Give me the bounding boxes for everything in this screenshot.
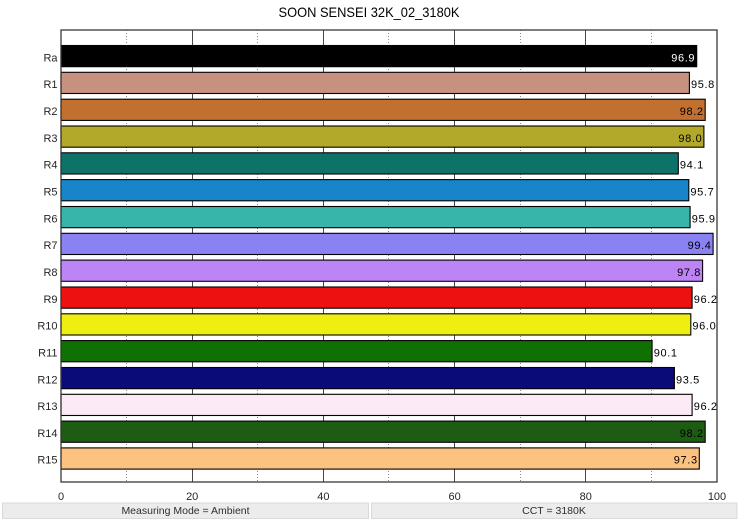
svg-text:95.9: 95.9 xyxy=(692,213,715,225)
svg-text:40: 40 xyxy=(317,491,329,503)
svg-text:R7: R7 xyxy=(43,240,57,252)
svg-text:98.2: 98.2 xyxy=(680,106,703,118)
svg-text:CCT = 3180K: CCT = 3180K xyxy=(522,505,586,517)
svg-text:80: 80 xyxy=(580,491,592,503)
svg-text:R15: R15 xyxy=(37,455,57,467)
svg-text:98.2: 98.2 xyxy=(680,428,703,440)
svg-text:R10: R10 xyxy=(37,321,57,333)
svg-text:Measuring Mode = Ambient: Measuring Mode = Ambient xyxy=(121,505,249,517)
svg-text:98.0: 98.0 xyxy=(678,133,701,145)
svg-text:94.1: 94.1 xyxy=(680,160,703,172)
svg-text:R8: R8 xyxy=(43,267,57,279)
svg-text:R2: R2 xyxy=(43,106,57,118)
svg-text:Ra: Ra xyxy=(43,52,58,64)
svg-text:90.1: 90.1 xyxy=(654,347,677,359)
svg-text:R9: R9 xyxy=(43,294,57,306)
svg-text:96.2: 96.2 xyxy=(694,294,717,306)
svg-text:R5: R5 xyxy=(43,186,57,198)
svg-text:95.7: 95.7 xyxy=(690,186,713,198)
svg-text:60: 60 xyxy=(448,491,460,503)
svg-text:R12: R12 xyxy=(37,374,57,386)
svg-text:97.8: 97.8 xyxy=(677,267,700,279)
svg-text:20: 20 xyxy=(186,491,198,503)
svg-text:96.0: 96.0 xyxy=(692,321,715,333)
svg-text:96.2: 96.2 xyxy=(694,401,717,413)
svg-text:R14: R14 xyxy=(37,428,57,440)
svg-text:99.4: 99.4 xyxy=(688,240,711,252)
svg-text:0: 0 xyxy=(58,491,64,503)
svg-text:R6: R6 xyxy=(43,213,57,225)
svg-text:95.8: 95.8 xyxy=(691,79,714,91)
svg-text:R3: R3 xyxy=(43,133,57,145)
svg-text:100: 100 xyxy=(708,491,726,503)
svg-text:R4: R4 xyxy=(43,160,57,172)
svg-text:R11: R11 xyxy=(38,347,57,359)
svg-text:R1: R1 xyxy=(43,79,57,91)
svg-text:96.9: 96.9 xyxy=(671,52,694,64)
svg-text:97.3: 97.3 xyxy=(674,455,697,467)
svg-text:SOON SENSEI 32K_02_3180K: SOON SENSEI 32K_02_3180K xyxy=(279,5,461,20)
svg-text:R13: R13 xyxy=(37,401,57,413)
svg-text:93.5: 93.5 xyxy=(676,374,699,386)
